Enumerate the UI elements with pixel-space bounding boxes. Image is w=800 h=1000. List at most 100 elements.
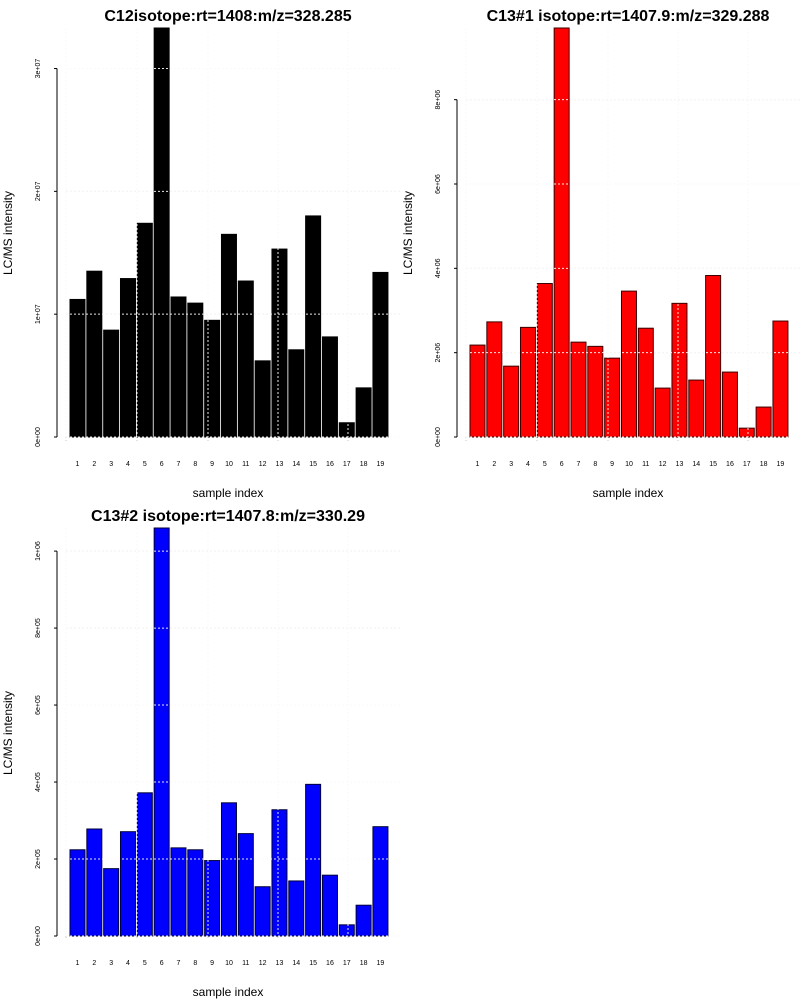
- chart-title: C13#1 isotope:rt=1407.9:m/z=329.288: [487, 8, 770, 25]
- bar-sample-8: [587, 345, 604, 438]
- bar-sample-7: [170, 296, 187, 438]
- y-axis-label: LC/MS intensity: [401, 191, 415, 275]
- x-axis-label: sample index: [593, 486, 664, 500]
- bar-sample-15: [305, 783, 322, 937]
- bar-sample-12: [254, 360, 271, 438]
- bar-sample-16: [321, 336, 338, 438]
- chart-c12-isotope: C12isotope:rt=1408:m/z=328.285 sample in…: [1, 8, 400, 500]
- x-tick-label: 13: [276, 960, 284, 967]
- bar-sample-17: [738, 427, 755, 438]
- y-tick-label: 1e+06: [35, 541, 42, 561]
- x-tick-label: 11: [242, 461, 249, 468]
- y-tick-label: 2e+06: [435, 343, 442, 363]
- x-tick-label: 6: [160, 461, 164, 468]
- bar-sample-10: [220, 233, 237, 438]
- x-tick-label: 3: [109, 960, 113, 967]
- y-tick-label: 2e+05: [35, 849, 42, 869]
- y-tick-label: 8e+05: [35, 618, 42, 638]
- x-tick-label: 1: [476, 461, 480, 468]
- x-axis-label: sample index: [193, 486, 264, 500]
- bar-sample-5: [536, 283, 553, 438]
- bar-sample-14: [288, 349, 305, 438]
- x-tick-label: 1: [76, 960, 80, 967]
- chart-title: C12isotope:rt=1408:m/z=328.285: [104, 8, 351, 25]
- bar-sample-9: [204, 319, 221, 438]
- x-tick-labels: 1 2 3 4 5 6 7 8 9 10 11 12 13 14 15 16 17 18 19: [76, 960, 385, 967]
- x-tick-label: 19: [377, 960, 385, 967]
- bar-sample-11: [237, 280, 254, 438]
- bar-sample-14: [688, 379, 705, 438]
- x-tick-label: 15: [309, 960, 317, 967]
- bar-sample-3: [503, 365, 520, 438]
- x-tick-label: 5: [143, 461, 147, 468]
- bar-sample-18: [755, 406, 772, 438]
- x-tick-label: 17: [743, 461, 751, 468]
- x-tick-label: 17: [343, 461, 351, 468]
- x-tick-label: 16: [326, 461, 334, 468]
- x-tick-label: 4: [526, 461, 530, 468]
- grid-overlay: [65, 28, 400, 438]
- x-tick-label: 2: [492, 461, 496, 468]
- x-tick-label: 9: [210, 960, 214, 967]
- x-axis-label: sample index: [193, 985, 264, 999]
- x-tick-label: 2: [92, 960, 96, 967]
- bar-sample-6: [153, 527, 170, 937]
- bar-sample-18: [355, 387, 372, 438]
- x-tick-label: 7: [177, 960, 181, 967]
- x-tick-label: 8: [193, 960, 197, 967]
- bar-sample-4: [119, 831, 136, 937]
- bar-sample-5: [136, 792, 153, 937]
- x-tick-label: 14: [292, 960, 300, 967]
- x-tick-label: 19: [777, 461, 785, 468]
- bar-sample-17: [338, 422, 355, 438]
- x-tick-label: 3: [509, 461, 513, 468]
- x-tick-label: 8: [193, 461, 197, 468]
- bar-sample-13: [671, 302, 688, 438]
- bar-sample-11: [237, 833, 254, 937]
- chart-c13-2-isotope: C13#2 isotope:rt=1407.8:m/z=330.29 sampl…: [1, 508, 400, 999]
- y-tick-label: 0e+00: [35, 926, 42, 946]
- bars: [69, 527, 389, 937]
- bar-sample-19: [772, 320, 789, 438]
- y-tick-label: 6e+05: [35, 695, 42, 715]
- bar-sample-12: [654, 387, 671, 438]
- x-tick-label: 10: [225, 960, 233, 967]
- bar-sample-16: [321, 874, 338, 937]
- x-tick-label: 11: [242, 960, 249, 967]
- y-tick-label: 4e+06: [435, 258, 442, 278]
- x-tick-label: 7: [177, 461, 181, 468]
- bar-sample-15: [305, 215, 322, 438]
- x-tick-label: 9: [210, 461, 214, 468]
- bar-sample-11: [637, 327, 654, 438]
- chart-c13-1-isotope: C13#1 isotope:rt=1407.9:m/z=329.288 samp…: [401, 8, 800, 500]
- y-axis: 0e+00 2e+05 4e+05 6e+05 8e+05 1e+06: [35, 541, 58, 946]
- bar-sample-7: [570, 341, 587, 438]
- x-tick-label: 14: [292, 461, 300, 468]
- y-tick-label: 2e+07: [35, 181, 42, 201]
- x-tick-label: 6: [160, 960, 164, 967]
- x-tick-label: 8: [593, 461, 597, 468]
- x-tick-label: 18: [760, 461, 768, 468]
- y-tick-label: 0e+00: [435, 427, 442, 447]
- y-axis: 0e+00 2e+06 4e+06 6e+06 8e+06: [435, 90, 458, 447]
- bar-sample-12: [254, 886, 271, 937]
- bar-sample-2: [86, 828, 103, 937]
- bar-sample-13: [271, 248, 288, 438]
- y-tick-label: 0e+00: [35, 427, 42, 447]
- x-tick-labels: 1 2 3 4 5 6 7 8 9 10 11 12 13 14 15 16 17 18 19: [476, 461, 785, 468]
- x-tick-label: 9: [610, 461, 614, 468]
- y-axis: 0e+00 1e+07 2e+07 3e+07: [35, 59, 58, 447]
- bar-sample-9: [204, 860, 221, 937]
- y-tick-label: 6e+06: [435, 174, 442, 194]
- x-tick-label: 4: [126, 461, 130, 468]
- bar-sample-8: [187, 302, 204, 438]
- bar-sample-9: [604, 357, 621, 438]
- x-tick-label: 14: [692, 461, 700, 468]
- x-tick-label: 10: [225, 461, 233, 468]
- bar-sample-19: [372, 271, 389, 438]
- x-tick-label: 6: [560, 461, 564, 468]
- grid-overlay: [65, 528, 400, 937]
- bar-sample-10: [220, 802, 237, 937]
- x-tick-label: 12: [659, 461, 667, 468]
- x-tick-label: 13: [676, 461, 684, 468]
